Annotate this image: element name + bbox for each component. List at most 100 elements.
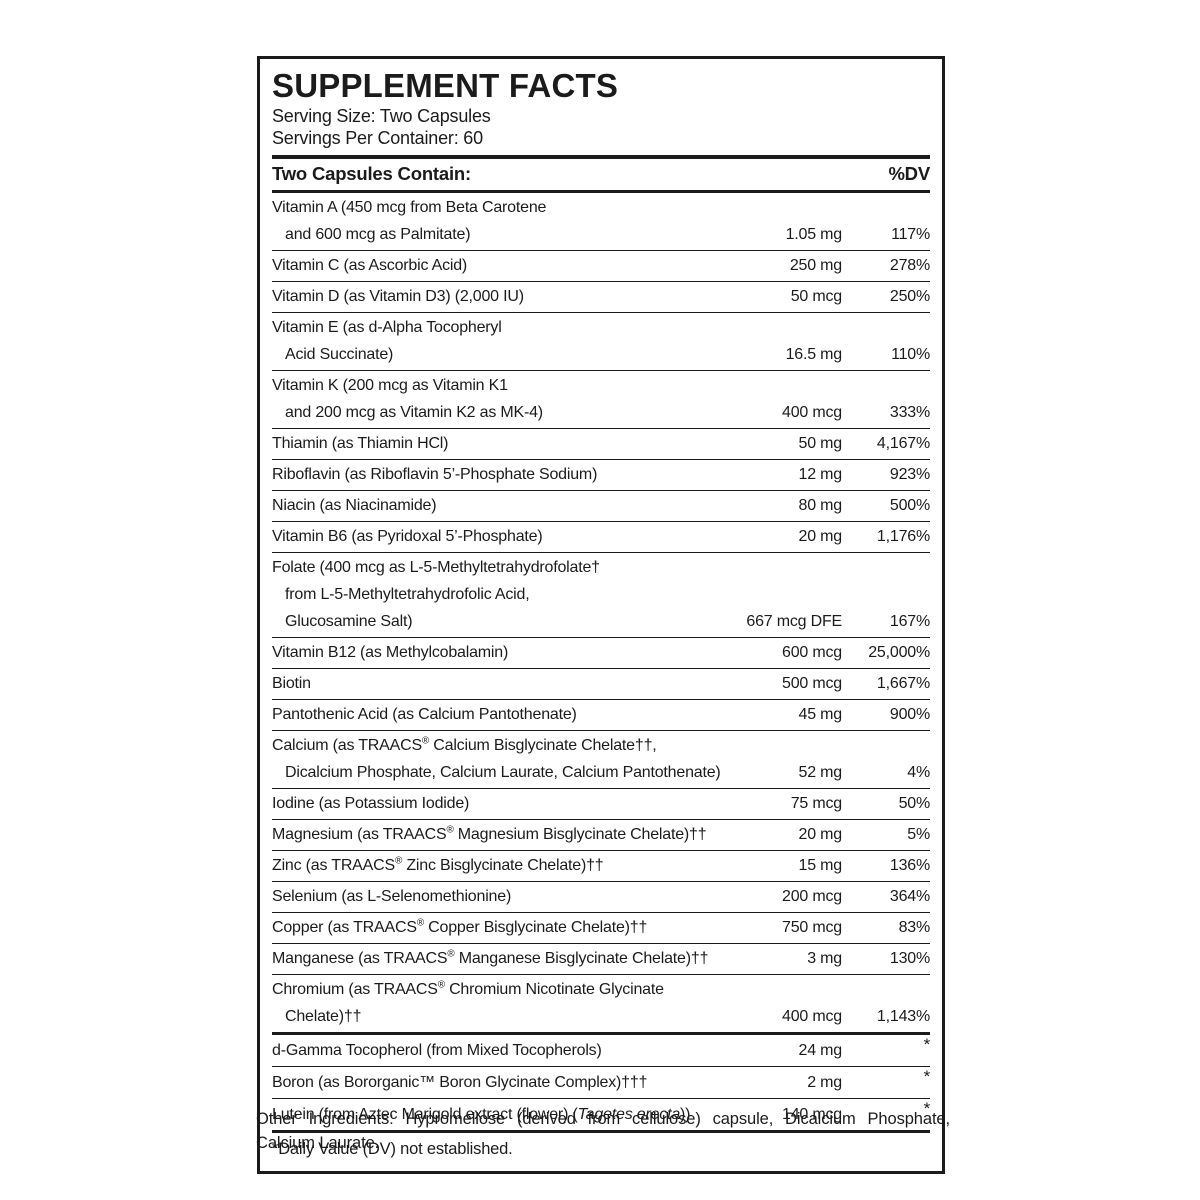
nutrient-dv: 25,000% bbox=[868, 644, 930, 661]
nutrient-amount: 50 mcg bbox=[790, 288, 842, 305]
label-header: SUPPLEMENT FACTS Serving Size: Two Capsu… bbox=[272, 67, 930, 159]
nutrient-name: Manganese (as TRAACS® Manganese Bisglyci… bbox=[272, 948, 709, 967]
nutrient-dv: 136% bbox=[889, 857, 930, 874]
table-row: Pantothenic Acid (as Calcium Pantothenat… bbox=[272, 700, 930, 731]
nutrient-name: Lutein (from Aztec Marigold extract (flo… bbox=[272, 1106, 691, 1123]
nutrient-dv: 1,176% bbox=[876, 528, 930, 545]
supplement-facts-label: SUPPLEMENT FACTS Serving Size: Two Capsu… bbox=[257, 56, 945, 1174]
nutrient-name: d-Gamma Tocopherol (from Mixed Tocophero… bbox=[272, 1042, 602, 1059]
nutrient-name: Iodine (as Potassium Iodide) bbox=[272, 795, 470, 812]
nutrient-amount: 200 mcg bbox=[782, 888, 842, 905]
nutrient-amount: 400 mcg bbox=[782, 1008, 842, 1025]
table-row: d-Gamma Tocopherol (from Mixed Tocophero… bbox=[272, 1035, 930, 1067]
nutrient-amount: 52 mg bbox=[798, 764, 843, 781]
nutrient-name: Pantothenic Acid (as Calcium Pantothenat… bbox=[272, 706, 577, 723]
nutrient-amount: 16.5 mg bbox=[785, 346, 843, 363]
nutrient-amount: 15 mg bbox=[798, 857, 843, 874]
nutrient-amount: 250 mg bbox=[789, 257, 842, 274]
nutrient-name: Vitamin D (as Vitamin D3) (2,000 IU) bbox=[272, 288, 524, 305]
nutrient-dv: 4,167% bbox=[876, 435, 930, 452]
table-row: Vitamin A (450 mcg from Beta Carotene and… bbox=[272, 193, 930, 251]
nutrient-amount: 75 mcg bbox=[790, 795, 842, 812]
dv-footnote: *Daily Value (DV) not established. bbox=[272, 1140, 513, 1158]
nutrient-dv: 364% bbox=[889, 888, 930, 905]
serving-size: Serving Size: Two Capsules bbox=[272, 106, 491, 126]
nutrient-dv: 900% bbox=[889, 706, 930, 723]
column-header-row: Two Capsules Contain: %DV bbox=[272, 159, 930, 193]
nutrient-dv: 278% bbox=[889, 257, 930, 274]
servings-per-container: Servings Per Container: 60 bbox=[272, 128, 483, 148]
nutrient-name: Vitamin E (as d-Alpha Tocopheryl Acid Suc… bbox=[272, 319, 502, 363]
nutrient-amount: 500 mcg bbox=[782, 675, 842, 692]
contains-header: Two Capsules Contain: bbox=[272, 163, 471, 184]
table-row: Biotin 500 mcg 1,667% bbox=[272, 669, 930, 700]
nutrient-dv: 250% bbox=[889, 288, 930, 305]
nutrient-amount: 1.05 mg bbox=[785, 226, 843, 243]
nutrient-amount: 20 mg bbox=[798, 528, 843, 545]
nutrient-dv: 500% bbox=[889, 497, 930, 514]
nutrient-name: Magnesium (as TRAACS® Magnesium Bisglyci… bbox=[272, 824, 707, 843]
table-row: Vitamin D (as Vitamin D3) (2,000 IU) 50 m… bbox=[272, 282, 930, 313]
nutrient-dv: 1,143% bbox=[876, 1008, 930, 1025]
table-row: Riboflavin (as Riboflavin 5’-Phosphate S… bbox=[272, 460, 930, 491]
table-row: Magnesium (as TRAACS® Magnesium Bisglyci… bbox=[272, 820, 930, 851]
dv-column-header: %DV bbox=[888, 163, 930, 184]
nutrient-amount: 600 mcg bbox=[782, 644, 842, 661]
nutrient-amount: 12 mg bbox=[798, 466, 843, 483]
table-row: Iodine (as Potassium Iodide) 75 mcg 50% bbox=[272, 789, 930, 820]
table-row: Boron (as Bororganic™ Boron Glycinate Co… bbox=[272, 1067, 930, 1099]
nutrient-amount: 80 mg bbox=[798, 497, 843, 514]
nutrient-dv: * bbox=[923, 1035, 931, 1054]
nutrient-name: Riboflavin (as Riboflavin 5’-Phosphate S… bbox=[272, 466, 598, 483]
nutrient-dv: 117% bbox=[891, 226, 930, 243]
nutrient-name: Vitamin K (200 mcg as Vitamin K1 and 200 … bbox=[272, 377, 543, 421]
nutrient-amount: 140 mcg bbox=[782, 1106, 842, 1123]
table-row: Selenium (as L-Selenomethionine) 200 mcg 3… bbox=[272, 882, 930, 913]
table-row: Vitamin K (200 mcg as Vitamin K1 and 200 … bbox=[272, 371, 930, 429]
table-row: Vitamin B6 (as Pyridoxal 5’-Phosphate) 20… bbox=[272, 522, 930, 553]
nutrient-amount: 2 mg bbox=[807, 1074, 842, 1091]
table-row: Zinc (as TRAACS® Zinc Bisglycinate Chela… bbox=[272, 851, 930, 882]
nutrient-name: Copper (as TRAACS® Copper Bisglycinate C… bbox=[272, 917, 648, 936]
nutrient-name: Chromium (as TRAACS® Chromium Nicotinate… bbox=[272, 979, 664, 1025]
nutrient-name: Vitamin A (450 mcg from Beta Carotene and… bbox=[272, 199, 547, 243]
nutrient-dv: 1,667% bbox=[876, 675, 930, 692]
nutrient-amount: 50 mg bbox=[798, 435, 843, 452]
table-row: Manganese (as TRAACS® Manganese Bisglyci… bbox=[272, 944, 930, 975]
nutrient-dv: * bbox=[923, 1099, 931, 1118]
nutrient-amount: 667 mcg DFE bbox=[746, 613, 842, 630]
nutrient-dv: 83% bbox=[898, 919, 931, 936]
nutrient-name: Thiamin (as Thiamin HCl) bbox=[272, 435, 449, 452]
nutrient-amount: 400 mcg bbox=[782, 404, 842, 421]
table-row: Vitamin B12 (as Methylcobalamin) 600 mcg 2… bbox=[272, 638, 930, 669]
table-row: Lutein (from Aztec Marigold extract (flo… bbox=[272, 1099, 930, 1133]
nutrient-name: Vitamin C (as Ascorbic Acid) bbox=[272, 257, 468, 274]
nutrient-dv: 5% bbox=[907, 826, 930, 843]
nutrient-dv: 130% bbox=[889, 950, 930, 967]
nutrient-amount: 3 mg bbox=[807, 950, 842, 967]
nutrient-amount: 45 mg bbox=[798, 706, 843, 723]
nutrient-name: Vitamin B6 (as Pyridoxal 5’-Phosphate) bbox=[272, 528, 543, 545]
nutrient-dv: * bbox=[923, 1067, 931, 1086]
nutrient-name: Folate (400 mcg as L-5-Methyltetrahydrof… bbox=[272, 559, 600, 630]
nutrient-dv: 110% bbox=[891, 346, 930, 363]
table-row: Copper (as TRAACS® Copper Bisglycinate C… bbox=[272, 913, 930, 944]
nutrient-dv: 333% bbox=[889, 404, 930, 421]
nutrient-name: Calcium (as TRAACS® Calcium Bisglycinate… bbox=[272, 735, 721, 781]
nutrient-name: Niacin (as Niacinamide) bbox=[272, 497, 437, 514]
nutrient-name: Vitamin B12 (as Methylcobalamin) bbox=[272, 644, 509, 661]
nutrient-dv: 923% bbox=[889, 466, 930, 483]
nutrient-dv: 50% bbox=[898, 795, 931, 812]
nutrient-dv: 167% bbox=[889, 613, 930, 630]
table-row: Thiamin (as Thiamin HCl) 50 mg 4,167% bbox=[272, 429, 930, 460]
table-row: Chromium (as TRAACS® Chromium Nicotinate… bbox=[272, 975, 930, 1035]
nutrient-name: Biotin bbox=[272, 675, 311, 692]
nutrient-rows: Vitamin A (450 mcg from Beta Carotene and… bbox=[272, 193, 930, 1133]
table-row: Folate (400 mcg as L-5-Methyltetrahydrof… bbox=[272, 553, 930, 638]
other-ingredients: Other Ingredients: Hypromellose (derived… bbox=[256, 1110, 950, 1152]
facts-title: SUPPLEMENT FACTS bbox=[272, 67, 619, 104]
nutrient-name: Zinc (as TRAACS® Zinc Bisglycinate Chela… bbox=[272, 855, 604, 874]
nutrient-name: Selenium (as L-Selenomethionine) bbox=[272, 888, 512, 905]
nutrient-amount: 20 mg bbox=[798, 826, 843, 843]
table-row: Niacin (as Niacinamide) 80 mg 500% bbox=[272, 491, 930, 522]
